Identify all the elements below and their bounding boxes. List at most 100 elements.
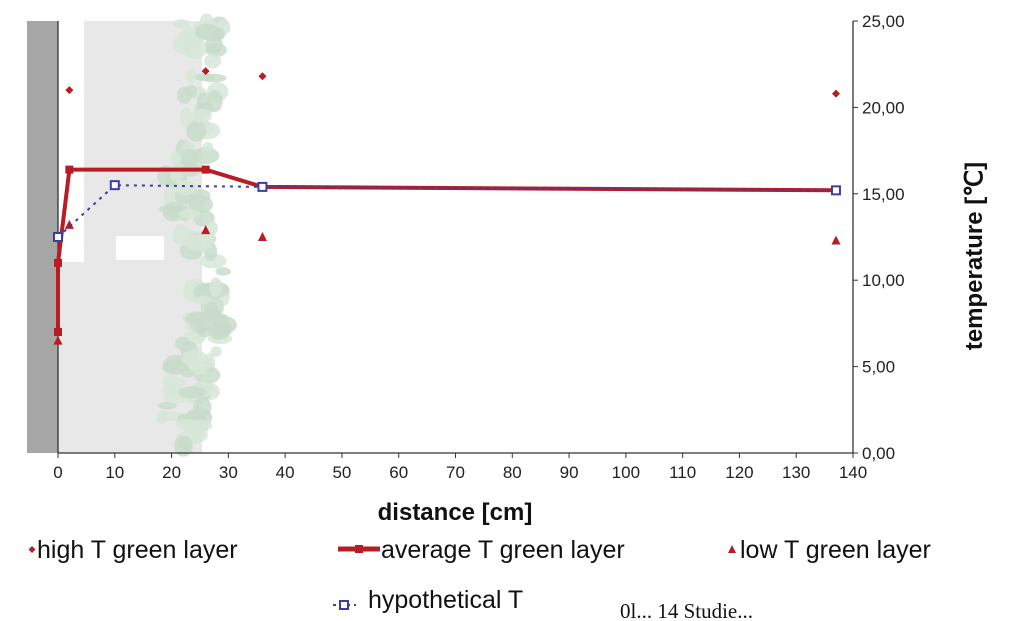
y-tick-label: 25,00 — [862, 12, 905, 31]
foliage-leaf — [209, 277, 223, 298]
x-tick-label: 90 — [560, 463, 579, 482]
x-tick-label: 100 — [612, 463, 640, 482]
foliage-leaf — [191, 108, 212, 123]
x-tick-label: 30 — [219, 463, 238, 482]
wall-block — [27, 21, 58, 453]
legend: high T green layer average T green layer… — [28, 536, 931, 614]
data-point-triangle — [201, 225, 211, 235]
x-tick-label: 130 — [782, 463, 810, 482]
series-layer — [53, 67, 841, 345]
data-point-square — [65, 165, 74, 174]
data-point-square — [54, 328, 62, 337]
foliage-leaf — [173, 180, 197, 196]
foliage-leaf — [206, 221, 219, 236]
y-axis-title: temperature [℃] — [961, 162, 988, 350]
legend-marker-open-square — [339, 600, 349, 610]
foliage-leaf — [178, 149, 200, 167]
foliage-leaf — [158, 401, 178, 410]
data-point-open-square — [53, 232, 63, 242]
y-tick-label: 20,00 — [862, 98, 905, 117]
legend-label-low-t: low T green layer — [740, 536, 931, 564]
foliage-leaf — [202, 142, 214, 152]
caption-fragment: 0l... 14 Studie... — [620, 599, 753, 621]
foliage-leaf — [189, 234, 213, 252]
data-point-diamond — [65, 86, 74, 95]
foliage-leaf — [210, 346, 222, 357]
foliage-leaf — [155, 410, 169, 424]
foliage-leaf — [215, 267, 231, 276]
foliage-leaf — [172, 227, 195, 246]
series-3 — [53, 219, 841, 345]
foliage-leaf — [184, 312, 208, 325]
x-tick-label: 20 — [162, 463, 181, 482]
data-point-triangle — [53, 335, 63, 345]
data-point-triangle — [64, 219, 74, 229]
x-tick-label: 120 — [725, 463, 753, 482]
substrate-gap — [116, 236, 164, 260]
data-point-triangle — [831, 235, 841, 245]
data-point-diamond — [831, 89, 840, 98]
foliage-leaf — [172, 19, 190, 29]
foliage-leaf — [180, 368, 195, 378]
foliage-leaf — [193, 397, 212, 418]
legend-item-high-t: high T green layer — [28, 536, 238, 564]
data-point-open-square — [830, 185, 841, 196]
foliage-leaf — [178, 386, 206, 399]
data-point-open-square — [257, 181, 268, 192]
legend-marker-square — [355, 545, 363, 553]
y-tick-label: 0,00 — [862, 444, 895, 463]
legend-item-average-t: average T green layer — [338, 536, 625, 564]
foliage-leaf — [186, 120, 207, 142]
x-tick-label: 110 — [669, 463, 696, 482]
foliage-leaf — [205, 301, 219, 323]
legend-marker-triangle — [728, 545, 736, 553]
y-tick-label: 15,00 — [862, 185, 905, 204]
legend-item-low-t: low T green layer — [728, 536, 931, 564]
foliage-leaf — [205, 43, 227, 58]
plot-background — [27, 13, 237, 457]
series-4 — [53, 180, 841, 242]
legend-item-hypothetical-t: hypothetical T — [333, 586, 523, 614]
foliage-leaf — [208, 322, 231, 340]
x-tick-label: 50 — [332, 463, 351, 482]
legend-marker-diamond — [28, 546, 36, 553]
foliage-leaf — [181, 349, 208, 368]
foliage-leaf — [212, 28, 225, 40]
x-tick-label: 70 — [446, 463, 465, 482]
x-tick-label: 0 — [53, 463, 62, 482]
substrate-lower — [58, 262, 176, 453]
foliage-leaf — [170, 151, 182, 165]
data-point-diamond — [258, 72, 267, 81]
foliage-leaf — [174, 336, 190, 351]
foliage-leaf — [162, 374, 179, 391]
x-axis-title: distance [cm] — [378, 499, 533, 526]
foliage-leaf — [206, 90, 223, 113]
foliage-leaf — [185, 68, 197, 84]
foliage-leaf — [192, 295, 214, 305]
legend-label-hypothetical-t: hypothetical T — [368, 586, 523, 614]
data-point-diamond — [201, 67, 210, 76]
foliage-leaf — [188, 195, 213, 214]
foliage-leaf — [204, 54, 222, 69]
x-tick-label: 80 — [503, 463, 522, 482]
foliage-leaf — [195, 73, 215, 82]
data-point-open-square — [109, 180, 120, 191]
foliage-leaf — [158, 204, 184, 213]
series-1 — [65, 67, 840, 98]
x-tick-label: 60 — [389, 463, 408, 482]
foliage-leaf — [184, 85, 197, 98]
data-point-square — [54, 258, 62, 267]
legend-label-high-t: high T green layer — [37, 536, 238, 564]
y-tick-label: 10,00 — [862, 271, 905, 290]
data-point-square — [201, 165, 210, 174]
data-point-triangle — [257, 232, 267, 241]
x-tick-label: 10 — [105, 463, 124, 482]
foliage-leaf — [179, 107, 193, 127]
foliage-leaf — [177, 436, 193, 452]
legend-label-average-t: average T green layer — [381, 536, 625, 564]
y-tick-label: 5,00 — [862, 358, 895, 377]
x-tick-label: 140 — [839, 463, 867, 482]
x-tick-label: 40 — [276, 463, 295, 482]
foliage-leaf — [175, 419, 197, 430]
